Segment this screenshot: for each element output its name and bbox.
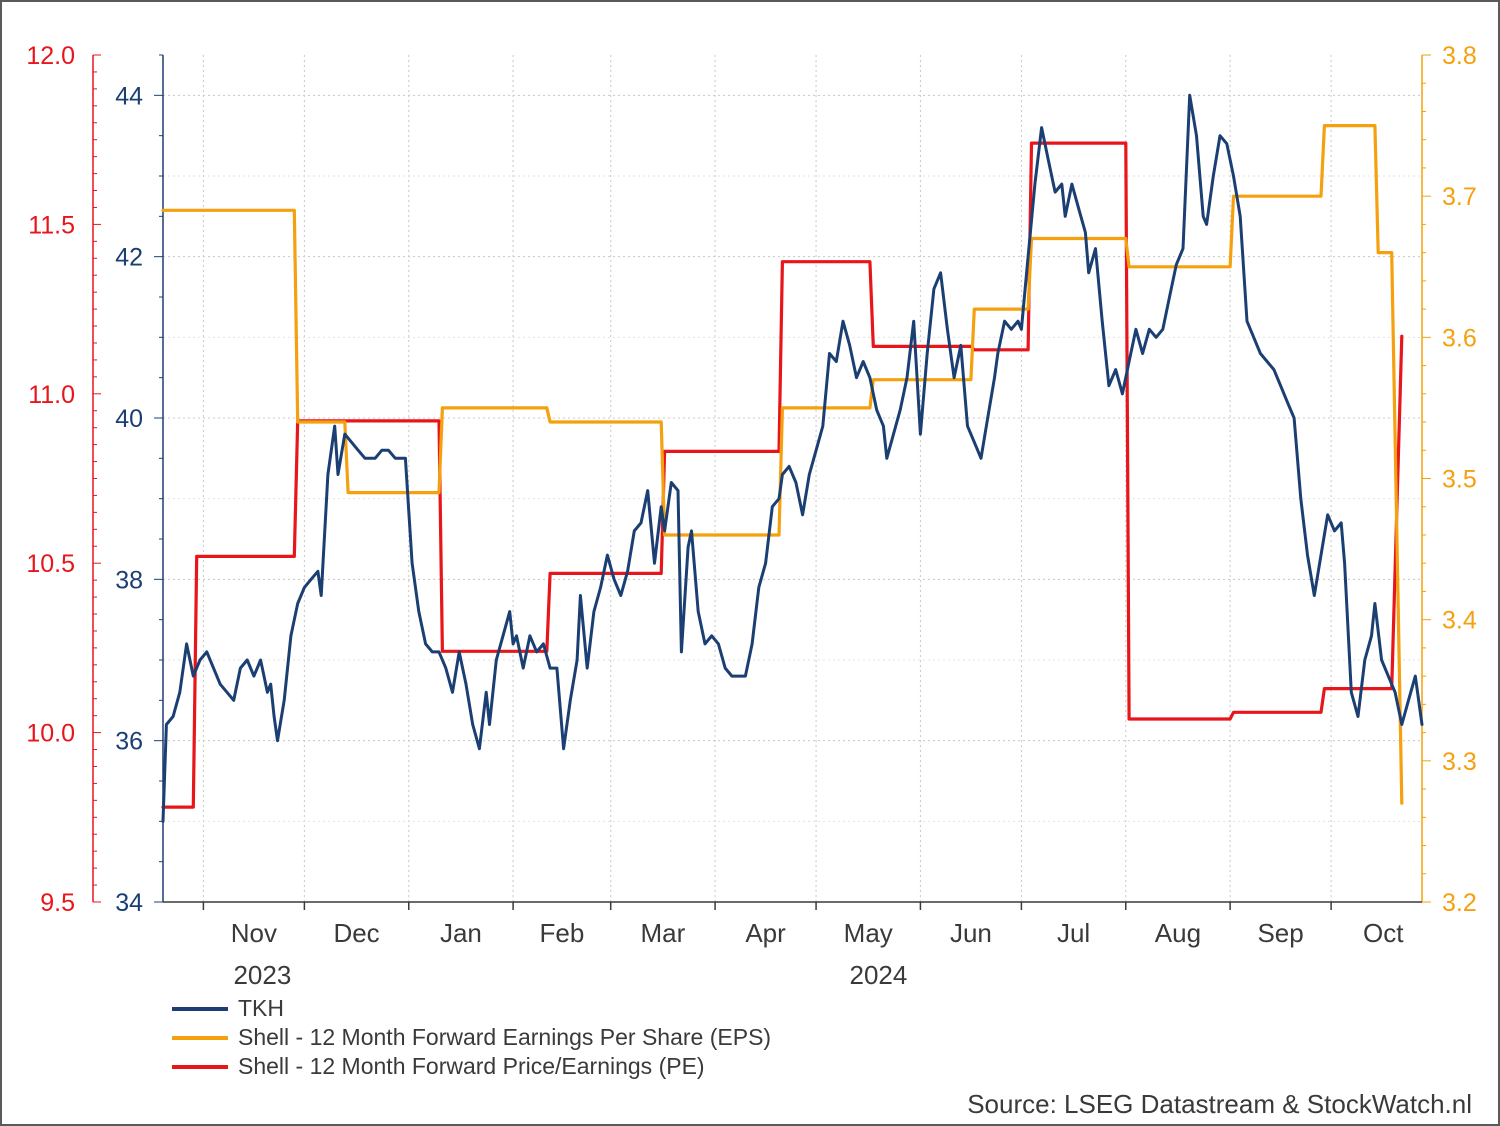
legend-swatch-tkh (172, 1006, 228, 1011)
month-label: Mar (641, 918, 686, 948)
legend-item-tkh: TKH (172, 994, 771, 1023)
month-label: Aug (1155, 918, 1201, 948)
tick-label-tkh: 44 (115, 82, 143, 110)
tick-label-pe: 9.5 (40, 889, 75, 917)
tick-label-tkh: 40 (115, 405, 143, 433)
tick-label-pe: 12.0 (26, 42, 75, 70)
tick-label-eps: 3.2 (1442, 889, 1477, 917)
month-label: May (844, 918, 893, 948)
month-label: Jun (950, 918, 992, 948)
tick-label-eps: 3.8 (1442, 42, 1477, 70)
legend-label-tkh: TKH (238, 995, 284, 1021)
legend-swatch-pe (172, 1064, 228, 1069)
month-label: Jul (1057, 918, 1090, 948)
legend-item-pe: Shell - 12 Month Forward Price/Earnings … (172, 1052, 771, 1081)
month-label: Apr (745, 918, 786, 948)
tick-label-eps: 3.6 (1442, 324, 1477, 352)
axes: 9.5 10.0 10.5 11.0 11.5 12.0 34 36 38 40 42 44 3.2 3.… (26, 42, 1477, 990)
legend-item-eps: Shell - 12 Month Forward Earnings Per Sh… (172, 1023, 771, 1052)
grid-lines (163, 55, 1422, 903)
source-note: Source: LSEG Datastream & StockWatch.nl (967, 1089, 1472, 1119)
tick-label-tkh: 42 (115, 244, 143, 272)
year-label: 2024 (849, 960, 907, 990)
month-label: Feb (540, 918, 585, 948)
series-line-tkh (161, 93, 1424, 823)
legend-label-eps: Shell - 12 Month Forward Earnings Per Sh… (238, 1024, 772, 1050)
legend-swatch-eps (172, 1035, 228, 1040)
tick-label-tkh: 36 (115, 728, 143, 756)
tick-label-pe: 10.0 (26, 720, 75, 748)
tick-label-tkh: 34 (115, 889, 143, 917)
legend-label-pe: Shell - 12 Month Forward Price/Earnings … (238, 1053, 705, 1079)
tick-label-eps: 3.4 (1442, 607, 1477, 635)
tick-label-eps: 3.3 (1442, 748, 1477, 776)
tick-label-tkh: 38 (115, 566, 143, 594)
legend: TKH Shell - 12 Month Forward Earnings Pe… (172, 994, 771, 1081)
year-label: 2023 (233, 960, 291, 990)
month-label: Oct (1363, 918, 1404, 948)
tick-label-eps: 3.5 (1442, 466, 1477, 494)
month-label: Jan (440, 918, 482, 948)
tick-label-pe: 11.5 (28, 211, 75, 239)
series-line-eps (161, 123, 1404, 805)
month-label: Sep (1257, 918, 1303, 948)
tick-label-eps: 3.7 (1442, 183, 1477, 211)
tick-label-pe: 11.0 (28, 381, 75, 409)
series-layer (161, 93, 1424, 823)
month-label: Nov (231, 918, 277, 948)
month-label: Dec (333, 918, 379, 948)
tick-label-pe: 10.5 (26, 550, 75, 578)
